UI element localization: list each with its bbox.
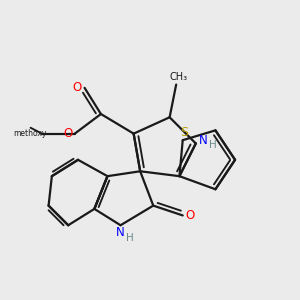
Text: S: S <box>180 125 188 139</box>
Text: CH₃: CH₃ <box>170 72 188 82</box>
Text: H: H <box>126 233 134 243</box>
Text: N: N <box>116 226 125 239</box>
Text: N: N <box>199 134 207 147</box>
Text: O: O <box>63 127 72 140</box>
Text: H: H <box>209 140 217 150</box>
Text: O: O <box>185 209 194 222</box>
Text: O: O <box>73 81 82 94</box>
Text: methoxy: methoxy <box>13 129 46 138</box>
